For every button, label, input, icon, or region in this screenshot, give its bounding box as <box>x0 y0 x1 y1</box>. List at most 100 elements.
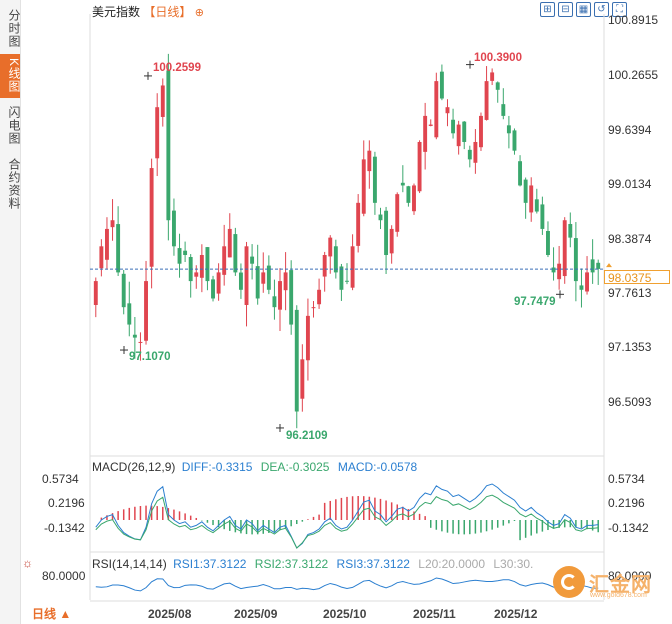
period-label: 【日线】 <box>143 5 192 19</box>
candle-body <box>333 246 338 273</box>
rsi-line <box>95 577 599 592</box>
candle-body <box>451 119 456 134</box>
candle-body <box>93 281 98 305</box>
macd-tick: -0.1342 <box>44 521 85 535</box>
watermark-text: 汇金网 <box>589 574 652 596</box>
candle-body <box>116 224 121 273</box>
candle-body <box>467 149 472 160</box>
x-tick: 2025/12 <box>494 607 538 621</box>
candle-body <box>138 341 143 343</box>
candle-body <box>121 273 126 308</box>
candle-body <box>149 168 154 267</box>
candle-body <box>579 285 584 290</box>
rsi-l20: L20:20.0000 <box>418 557 485 571</box>
watermark-logo: 汇金网 www.gold678.com <box>553 566 668 606</box>
y-tick: 96.5093 <box>608 395 652 409</box>
fullscreen-icon[interactable]: ⛶ <box>612 2 627 17</box>
macd-dea-line <box>95 494 599 549</box>
macd-tick: 0.2196 <box>608 496 645 510</box>
candle-body <box>105 228 109 260</box>
macd-title: MACD(26,12,9) DIFF:-0.3315 DEA:-0.3025 M… <box>92 460 417 474</box>
candle-body <box>345 280 349 282</box>
candle-body <box>423 115 428 152</box>
candle-body <box>573 238 578 282</box>
tab-flash-chart[interactable]: 闪电图 <box>7 105 21 145</box>
macd-tick: 0.5734 <box>42 472 79 486</box>
candle-body <box>238 272 243 290</box>
candle-body <box>456 124 461 147</box>
candle-body <box>300 359 305 399</box>
y-tick: 99.6394 <box>608 123 652 137</box>
rsi-tick: 80.0000 <box>42 569 86 583</box>
candle-body <box>384 210 389 256</box>
candle-body <box>434 81 439 138</box>
candle-body <box>199 255 204 278</box>
candle-body <box>144 281 148 341</box>
sun-settings-icon[interactable]: ☼ <box>22 556 33 570</box>
rsi-params: RSI(14,14,14) <box>92 557 167 571</box>
candle-body <box>585 272 589 292</box>
candle-body <box>557 263 562 280</box>
macd-diff: DIFF:-0.3315 <box>181 460 253 474</box>
zoom-in-icon[interactable]: ⊞ <box>540 2 555 17</box>
gold-logo-icon <box>553 566 585 598</box>
candle-body <box>568 223 573 238</box>
candle-body <box>233 234 238 273</box>
chart-type-icon[interactable]: ▦ <box>576 2 591 17</box>
candle-body <box>400 182 405 186</box>
candle-body <box>328 237 333 257</box>
candle-body <box>160 85 165 117</box>
current-price-tag: 98.0375 <box>604 270 670 285</box>
tab-time-chart[interactable]: 分时图 <box>7 8 21 48</box>
low-annotation: 96.2109 <box>286 430 328 442</box>
high-annotation: 100.3900 <box>474 52 522 64</box>
candle-body <box>479 115 483 148</box>
rsi2-value: RSI2:37.3122 <box>254 557 329 571</box>
candle-body <box>428 124 433 126</box>
sidebar: 分时图 K线图 闪电图 合约资料 <box>0 0 21 624</box>
candle-body <box>540 204 545 229</box>
candle-body <box>534 199 539 212</box>
candle-body <box>389 228 394 254</box>
candle-body <box>551 267 556 273</box>
zoom-out-icon[interactable]: ⊟ <box>558 2 573 17</box>
tab-contract-info[interactable]: 合约资料 <box>7 158 21 210</box>
candle-body <box>372 156 377 203</box>
candle-body <box>99 246 104 269</box>
candle-body <box>412 185 416 212</box>
candle-body <box>317 289 322 305</box>
macd-tick: 0.5734 <box>608 472 645 486</box>
low-annotation: 97.7479 <box>514 296 556 308</box>
candle-body <box>490 72 495 81</box>
candle-body <box>361 159 366 214</box>
candle-body <box>194 272 199 277</box>
candle-body <box>462 121 467 142</box>
price-up-arrow <box>606 263 612 268</box>
candle-body <box>518 161 523 186</box>
y-tick: 100.8915 <box>608 13 659 27</box>
candle-body <box>417 141 422 192</box>
candle-body <box>250 256 255 264</box>
candle-body <box>261 272 266 284</box>
chart-title: 美元指数 【日线】 ⊕ <box>92 3 204 20</box>
x-tick: 2025/09 <box>234 607 278 621</box>
candle-body <box>266 265 271 290</box>
candle-body <box>272 296 277 308</box>
candle-body <box>506 125 511 134</box>
candle-body <box>512 130 517 151</box>
candle-body <box>350 246 355 288</box>
rsi-title: RSI(14,14,14) RSI1:37.3122 RSI2:37.3122 … <box>92 557 533 571</box>
candle-body <box>155 107 160 159</box>
candle-body <box>244 246 249 305</box>
y-tick: 100.2655 <box>608 68 659 82</box>
period-select-button[interactable]: 日线 ▲ <box>22 605 88 623</box>
low-annotation: 97.1070 <box>129 351 171 363</box>
candle-body <box>529 185 534 213</box>
candle-body <box>406 186 411 203</box>
plus-circle-icon[interactable]: ⊕ <box>194 7 204 19</box>
tab-kline-chart[interactable]: K线图 <box>0 54 21 98</box>
rsi1-value: RSI1:37.3122 <box>173 557 247 571</box>
macd-tick: 0.2196 <box>48 496 85 510</box>
refresh-icon[interactable]: ↺ <box>594 2 609 17</box>
